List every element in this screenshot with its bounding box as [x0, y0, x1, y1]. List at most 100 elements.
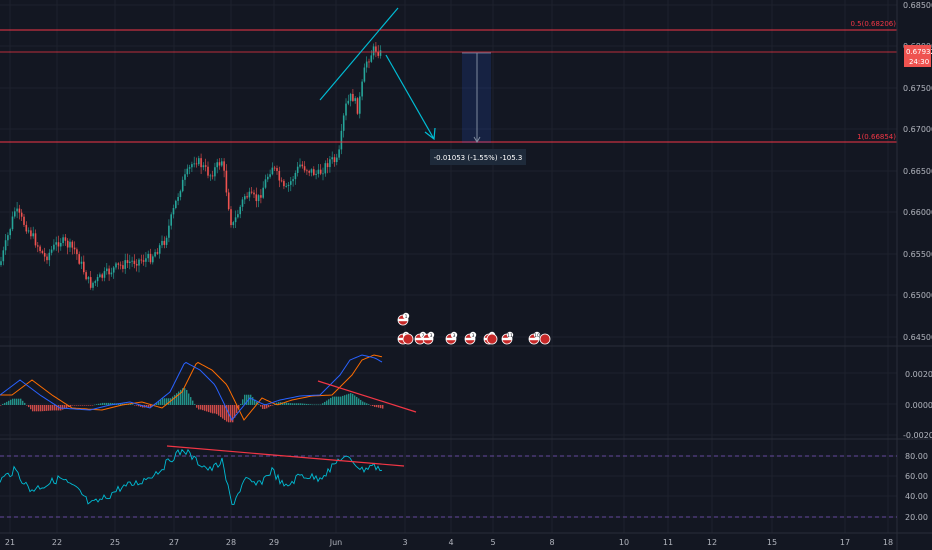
- macd-histogram-bar: [164, 398, 166, 405]
- macd-histogram-bar: [334, 396, 336, 405]
- candlestick-series[interactable]: [0, 41, 382, 291]
- candle-body: [271, 167, 274, 175]
- candle-body: [191, 164, 193, 168]
- event-icon[interactable]: 3: [414, 331, 427, 345]
- macd-histogram-bar: [162, 398, 164, 405]
- candle-body: [0, 261, 2, 265]
- candle-body: [60, 243, 62, 247]
- candle-body: [306, 170, 308, 172]
- macd-histogram-bar: [260, 405, 262, 407]
- macd-histogram-bar: [94, 404, 96, 406]
- macd-histogram-bar: [382, 405, 384, 409]
- macd-histogram-bar: [66, 405, 68, 409]
- candle-body: [338, 149, 340, 158]
- event-icon[interactable]: 1: [397, 312, 410, 326]
- rsi-tick: 60.00: [905, 472, 928, 481]
- candle-body: [73, 247, 76, 250]
- event-count: 11: [507, 333, 513, 339]
- macd-histogram-bar: [190, 397, 192, 405]
- macd-histogram-bar: [226, 405, 228, 422]
- candle-body: [354, 98, 356, 101]
- macd-histogram-bar: [150, 405, 152, 408]
- candle-body: [234, 217, 237, 223]
- candle-body: [370, 55, 373, 62]
- macd-histogram-bar: [368, 404, 370, 405]
- macd-histogram-bar: [98, 403, 100, 405]
- economic-events[interactable]: 12333321110: [397, 312, 551, 345]
- macd-histogram-bar: [238, 405, 240, 409]
- candle-body: [315, 173, 317, 175]
- macd-histogram-bar: [306, 403, 308, 405]
- candle-body: [145, 258, 147, 262]
- rsi-axis[interactable]: 80.00 60.00 40.00 20.00: [905, 452, 928, 522]
- event-icon[interactable]: 3: [422, 331, 435, 345]
- macd-indicator[interactable]: [0, 354, 384, 423]
- macd-histogram-bar: [22, 400, 24, 405]
- measure-label: -0.01053 (-1.55%) -105.3: [434, 154, 523, 162]
- macd-histogram-bar: [40, 405, 42, 412]
- macd-histogram-bar: [244, 394, 246, 405]
- macd-histogram-bar: [356, 396, 358, 405]
- trendline-upper[interactable]: [319, 7, 399, 101]
- candle-body: [221, 161, 223, 166]
- macd-histogram-bar: [328, 399, 330, 405]
- candle-body: [250, 191, 253, 193]
- candle-body: [2, 250, 5, 262]
- candle-body: [62, 237, 64, 244]
- candle-body: [129, 261, 131, 263]
- candle-body: [115, 263, 117, 268]
- candle-body: [253, 192, 255, 195]
- candle-body: [283, 180, 285, 187]
- macd-divergence-line[interactable]: [317, 380, 417, 413]
- macd-histogram-bar: [132, 404, 134, 405]
- event-icon[interactable]: 10: [528, 331, 541, 345]
- macd-histogram-bar: [246, 394, 248, 405]
- macd-histogram-bar: [298, 403, 300, 405]
- candle-body: [363, 67, 366, 82]
- candle-body: [25, 224, 28, 232]
- candle-body: [347, 100, 350, 104]
- projection-arrow[interactable]: [385, 54, 435, 140]
- macd-histogram-bar: [96, 404, 98, 405]
- candle-body: [69, 241, 71, 248]
- macd-histogram-bar: [322, 403, 324, 405]
- candle-body: [124, 260, 126, 269]
- event-icon[interactable]: [486, 333, 498, 345]
- candle-body: [9, 229, 11, 236]
- rsi-indicator[interactable]: [0, 448, 383, 505]
- macd-histogram-bar: [78, 405, 80, 406]
- macd-histogram-bar: [196, 405, 198, 408]
- macd-histogram-bar: [90, 405, 92, 406]
- candle-body: [241, 199, 244, 207]
- time-axis[interactable]: 21 22 25 27 28 29 Jun 3 4 5 8 10 11 12 15 17 18: [5, 538, 893, 547]
- event-icon[interactable]: 11: [501, 331, 514, 345]
- candle-body: [294, 172, 297, 180]
- candle-body: [103, 271, 106, 278]
- macd-histogram-bar: [184, 388, 186, 405]
- macd-histogram-bar: [278, 402, 280, 405]
- candle-body: [76, 249, 78, 255]
- macd-histogram-bar: [264, 405, 266, 409]
- candle-body: [193, 163, 195, 165]
- rsi-divergence-line[interactable]: [166, 445, 405, 467]
- macd-histogram-bar: [290, 403, 292, 405]
- candle-body: [202, 165, 205, 168]
- macd-histogram-bar: [272, 405, 274, 406]
- event-icon[interactable]: [402, 333, 414, 345]
- macd-histogram-bar: [252, 397, 254, 405]
- candle-body: [269, 174, 271, 177]
- event-icon[interactable]: 3: [445, 331, 458, 345]
- macd-histogram-bar: [314, 404, 316, 406]
- candle-body: [43, 252, 46, 257]
- macd-histogram-bar: [24, 402, 26, 405]
- macd-histogram-bar: [204, 405, 206, 411]
- event-icon[interactable]: [539, 333, 551, 345]
- candle-body: [276, 168, 278, 171]
- candle-body: [39, 246, 41, 252]
- current-price-tag: [904, 45, 931, 67]
- macd-histogram-bar: [330, 397, 332, 405]
- event-icon[interactable]: 3: [464, 331, 477, 345]
